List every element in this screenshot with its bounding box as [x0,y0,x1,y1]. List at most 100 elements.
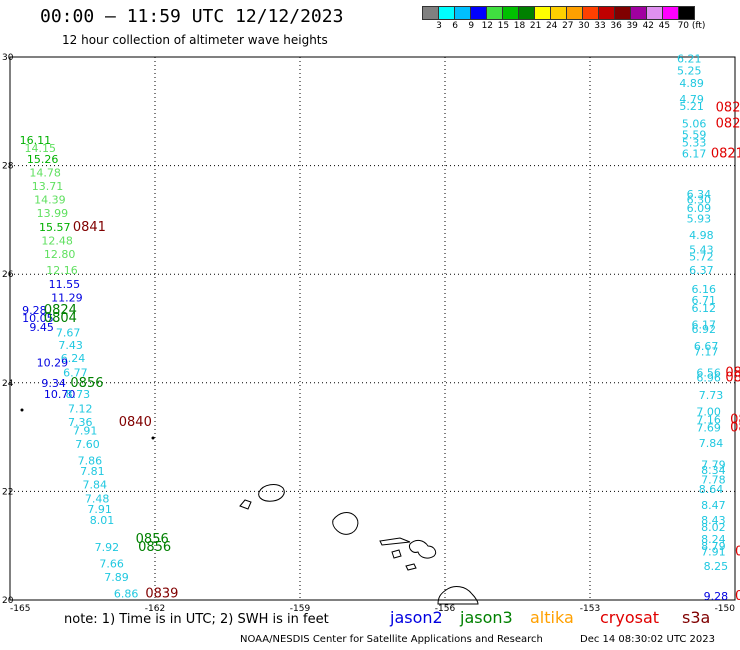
data-dot [151,436,155,440]
wave-height-label: 7.60 [75,438,100,451]
pass-time-label: 0841 [73,220,106,235]
wave-height-label: 4.89 [679,77,704,90]
wave-height-label: 12.80 [44,248,75,261]
island-kahoolawe [405,563,417,571]
legend-label: 21 [529,21,542,31]
legend-label: 36 [610,21,622,31]
wave-height-label: 11.29 [51,291,82,304]
wave-height-label: 5.43 [689,244,714,257]
legend-label: 6 [452,21,458,31]
pass-time-label: 0839 [145,586,178,601]
wave-height-label: 9.28 [22,304,47,317]
legend-jason2: jason2 [390,608,443,627]
lat-tick-label: 22 [2,487,13,497]
chart-title: 00:00 – 11:59 UTC 12/12/2023 [40,6,344,27]
wave-height-label: 15.57 [39,221,71,234]
lon-tick-label: -156 [435,604,456,614]
island-kauai [258,484,285,502]
legend-swatch [678,6,695,20]
wave-height-label: 6.34 [687,188,712,201]
wave-height-label: 7.66 [99,557,124,570]
pass-time-label: 0821 [716,100,740,115]
wave-height-label: 5.06 [682,118,707,131]
wave-height-label: 10.05 [22,312,54,325]
pass-time-label: 0821 [711,146,740,161]
wave-height-label: 9.28 [704,590,729,603]
wave-height-label: 6.21 [677,52,702,65]
legend-label: 33 [594,21,606,31]
wave-height-label: 5.21 [679,100,704,113]
legend-label: 42 [642,21,655,31]
pass-time-label: 082 [725,365,740,380]
wave-height-label: 7.84 [699,437,724,450]
wave-height-label: 14.15 [25,142,57,155]
lon-tick-label: -162 [145,604,165,614]
legend-label: 18 [513,21,526,31]
wave-height-label: 6.24 [61,352,86,365]
chart-subtitle: 12 hour collection of altimeter wave hei… [62,33,328,47]
pass-time-label: 081 [730,413,740,428]
wave-height-label: 7.91 [73,424,98,437]
wave-height-label: 7.89 [104,571,129,584]
wave-height-label: 6.71 [692,294,717,307]
pass-time-label: 0840 [119,415,152,430]
wave-height-label: 5.93 [687,213,712,226]
wave-height-label: 6.77 [63,366,88,379]
wave-height-label: 7.48 [85,492,110,505]
lat-tick-label: 26 [2,270,14,280]
wave-height-label: 7.73 [699,389,724,402]
wave-height-label: 13.71 [32,180,64,193]
wave-height-label: 13.99 [37,207,68,220]
wave-height-label: 6.67 [694,340,719,353]
lon-tick-label: -150 [715,604,736,614]
island-hawaii [437,586,479,605]
color-legend: 3 6 9 12 15 18 21 24 27 30 33 36 39 42 45 70 (ft) [422,6,740,32]
wave-height-label: 16.11 [20,134,51,147]
credit-line: NOAA/NESDIS Center for Satellite Applica… [240,634,543,645]
wave-height-label: 7.79 [701,459,726,472]
legend-labels: 3 6 9 12 15 18 21 24 27 30 33 36 39 42 45 70 (ft) [422,20,740,32]
wave-height-label: 8.01 [90,514,115,527]
wave-height-label: 12.16 [46,264,78,277]
legend-swatches [422,6,740,20]
wave-height-label: 7.91 [87,503,112,516]
wave-height-label: 14.78 [29,166,61,179]
wave-height-label: 5.33 [682,137,707,150]
wave-height-label: 11.55 [49,278,81,291]
pass-time-label: 082 [725,371,740,386]
wave-height-label: 8.02 [701,521,726,534]
legend-altika: altika [530,608,574,627]
wave-height-label: 6.56 [696,366,721,379]
wave-height-label: 10.29 [37,357,68,370]
legend-label: 70 (ft) [677,21,706,31]
legend-label: 45 [658,21,671,31]
pass-time-label: 0 [735,544,740,559]
lon-tick-label: -165 [10,604,30,614]
wave-height-label: 5.59 [682,128,707,141]
legend-label: 3 [436,21,442,31]
wave-height-label: 6.86 [114,587,138,600]
island-niihau [239,499,252,510]
wave-height-label: 7.00 [696,405,721,418]
wave-height-label: 7.91 [701,545,726,558]
wave-height-label: 10.70 [44,388,75,401]
wave-height-label: 7.43 [58,339,82,352]
legend-label: 12 [481,21,494,31]
map-tick-labels: -165 -162 -159 -156 -153 -150 30 28 26 24 22 20 [2,53,735,614]
island-molokai [379,537,411,546]
map-frame [9,56,736,601]
wave-height-label: 7.12 [68,403,93,416]
wave-height-label: 6.92 [692,323,717,336]
wave-height-label: 14.39 [34,194,66,207]
island-lanai [391,549,402,559]
legend-label: 9 [468,21,475,31]
wave-height-label: 7.17 [694,346,719,359]
island-oahu [332,512,359,535]
wave-height-label: 8.24 [701,533,726,546]
legend-label: 30 [578,21,590,31]
wave-height-label: 6.09 [687,202,712,215]
wave-height-label: 8.34 [701,464,726,477]
legend-label: 24 [545,21,558,31]
lat-tick-label: 24 [2,379,14,389]
